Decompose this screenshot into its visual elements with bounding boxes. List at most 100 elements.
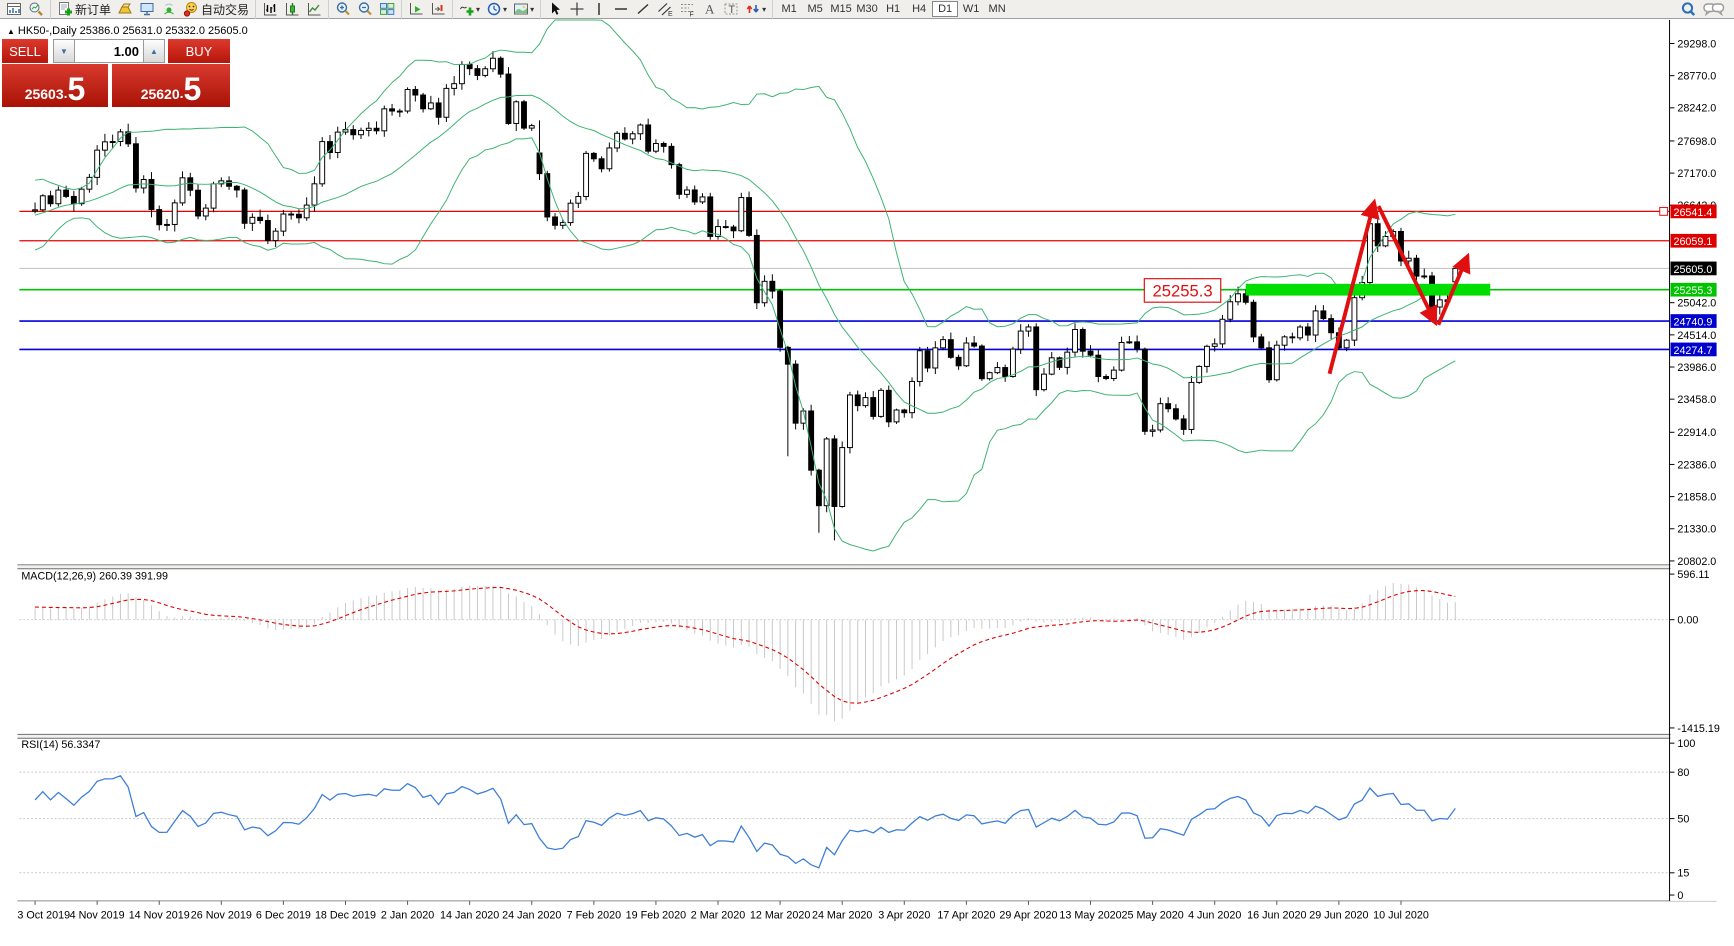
support-price-label-box[interactable] — [1143, 278, 1222, 303]
date-label[interactable]: 16 Jun 2020 — [1247, 910, 1306, 922]
auto-scroll-button[interactable] — [405, 1, 427, 18]
timeframe-button-M1[interactable]: M1 — [781, 3, 797, 15]
date-label[interactable]: 4 Jun 2020 — [1188, 910, 1241, 922]
trendline-handle[interactable] — [1659, 206, 1669, 216]
candlestick-chart-button[interactable] — [281, 1, 303, 18]
date-label[interactable]: 10 Jul 2020 — [1373, 910, 1429, 922]
volume-increase-button[interactable]: ▲ — [143, 39, 165, 63]
chevron-down-icon[interactable]: ▾ — [530, 4, 535, 14]
fibonacci-button[interactable]: F — [676, 1, 698, 18]
periods-button[interactable]: ▾ — [483, 1, 510, 18]
chart-window[interactable]: MACD(12,26,9) 260.39 391.99 RSI(14) 56.33… — [0, 19, 1734, 946]
timeframe-button-H1[interactable]: H1 — [886, 3, 901, 15]
chevron-down-icon[interactable]: ▾ — [503, 4, 508, 14]
spinner-up-icon: ▲ — [150, 46, 158, 56]
buy-button[interactable]: BUY — [168, 39, 230, 63]
autotrading-label: 自动交易 — [201, 2, 250, 17]
text-button[interactable]: A — [698, 1, 720, 18]
timeframe-button-D1[interactable]: D1 — [932, 1, 959, 17]
new-order-button[interactable]: 新订单 — [54, 1, 114, 18]
timeframe-button-H4[interactable]: H4 — [912, 3, 927, 15]
data-window-button[interactable] — [136, 1, 158, 18]
date-label[interactable]: 6 Dec 2019 — [256, 910, 311, 922]
svg-text:E: E — [668, 11, 673, 17]
date-label[interactable]: 25 May 2020 — [1122, 910, 1184, 922]
symbol-period-label: HK50-,Daily — [17, 25, 77, 37]
timeframe-button-M30[interactable]: M30 — [856, 3, 878, 15]
date-label[interactable]: 7 Feb 2020 — [567, 910, 621, 922]
trend-arrow-3[interactable] — [1436, 252, 1471, 326]
support-zone-band[interactable] — [1245, 283, 1491, 296]
bollinger-bands — [34, 19, 1456, 552]
crosshair-button[interactable] — [566, 1, 588, 18]
date-label[interactable]: 18 Dec 2019 — [315, 910, 376, 922]
date-label[interactable]: 24 Jan 2020 — [502, 910, 561, 922]
date-label[interactable]: 2 Mar 2020 — [691, 910, 745, 922]
date-label[interactable]: 19 Feb 2020 — [626, 910, 686, 922]
price-tag-label: 26541.4 — [1673, 207, 1712, 219]
search-button[interactable] — [1677, 1, 1700, 18]
trend-arrow-1[interactable] — [1327, 198, 1380, 375]
chevron-down-icon[interactable]: ▾ — [476, 4, 481, 14]
zoom-in-button[interactable] — [332, 1, 354, 18]
date-label[interactable]: 12 Mar 2020 — [750, 910, 810, 922]
date-label[interactable]: 29 Jun 2020 — [1309, 910, 1368, 922]
toolbar-group-trading: 新订单 自动交易 — [50, 0, 255, 19]
collapse-triangle-icon[interactable]: ▲ — [7, 27, 15, 36]
timeframe-button-MN[interactable]: MN — [988, 3, 1006, 15]
volume-decrease-button[interactable]: ▼ — [53, 39, 75, 63]
indicators-button[interactable]: ▾ — [456, 1, 483, 18]
cursor-button[interactable] — [544, 1, 566, 18]
price-tick-label: 20802.0 — [1677, 556, 1716, 568]
bar-chart-button[interactable] — [259, 1, 281, 18]
timeframe-button-M5[interactable]: M5 — [807, 3, 823, 15]
sell-button[interactable]: SELL — [2, 39, 48, 63]
date-label[interactable]: 3 Oct 2019 — [17, 910, 70, 922]
timeframe-button-W1[interactable]: W1 — [962, 3, 980, 15]
signals-button[interactable] — [158, 1, 180, 18]
date-label[interactable]: 14 Nov 2019 — [129, 910, 190, 922]
trend-arrow-2[interactable] — [1376, 205, 1438, 327]
profiles-button[interactable] — [25, 1, 47, 18]
date-label[interactable]: 17 Apr 2020 — [937, 910, 995, 922]
timeframe-button-M15[interactable]: M15 — [830, 3, 852, 15]
chart-shift-button[interactable] — [427, 1, 449, 18]
date-label[interactable]: 29 Apr 2020 — [999, 910, 1057, 922]
bollinger-lower-band — [34, 137, 1456, 552]
chart-canvas[interactable]: MACD(12,26,9) 260.39 391.99 RSI(14) 56.33… — [0, 19, 1734, 946]
vertical-line-button[interactable] — [588, 1, 610, 18]
new-chart-icon — [6, 1, 22, 17]
periods-icon — [486, 1, 502, 17]
text-label-button[interactable]: T — [720, 1, 742, 18]
date-label[interactable]: 26 Nov 2019 — [191, 910, 252, 922]
line-chart-button[interactable] — [303, 1, 325, 18]
toolbar-group-scroll — [401, 0, 452, 19]
price-tag — [1670, 233, 1717, 248]
date-label[interactable]: 3 Apr 2020 — [878, 910, 930, 922]
chevron-down-icon[interactable]: ▾ — [762, 4, 767, 14]
date-label[interactable]: 13 May 2020 — [1059, 910, 1121, 922]
arrows-button[interactable]: ▾ — [742, 1, 769, 18]
chat-button[interactable] — [1700, 1, 1728, 18]
date-label[interactable]: 4 Nov 2019 — [70, 910, 125, 922]
candles-layer — [32, 51, 1459, 541]
text-icon: A — [701, 1, 717, 17]
cursor-icon — [547, 1, 563, 17]
new-chart-button[interactable] — [3, 1, 25, 18]
autotrading-button[interactable]: 自动交易 — [180, 1, 252, 18]
price-tag — [1670, 261, 1717, 276]
equidistant-channel-button[interactable]: E — [654, 1, 676, 18]
zoom-out-button[interactable] — [354, 1, 376, 18]
volume-input[interactable]: 1.00 — [75, 39, 143, 63]
trendline-button[interactable] — [632, 1, 654, 18]
bollinger-middle-band — [34, 94, 1456, 414]
market-watch-button[interactable] — [114, 1, 136, 18]
horizontal-line-button[interactable] — [610, 1, 632, 18]
date-label[interactable]: 24 Mar 2020 — [812, 910, 872, 922]
sell-price-panel[interactable]: 25603. 5 — [2, 64, 108, 107]
tile-windows-button[interactable] — [376, 1, 398, 18]
date-label[interactable]: 14 Jan 2020 — [440, 910, 499, 922]
templates-button[interactable]: ▾ — [510, 1, 537, 18]
date-label[interactable]: 2 Jan 2020 — [381, 910, 434, 922]
buy-price-panel[interactable]: 25620. 5 — [112, 64, 230, 107]
